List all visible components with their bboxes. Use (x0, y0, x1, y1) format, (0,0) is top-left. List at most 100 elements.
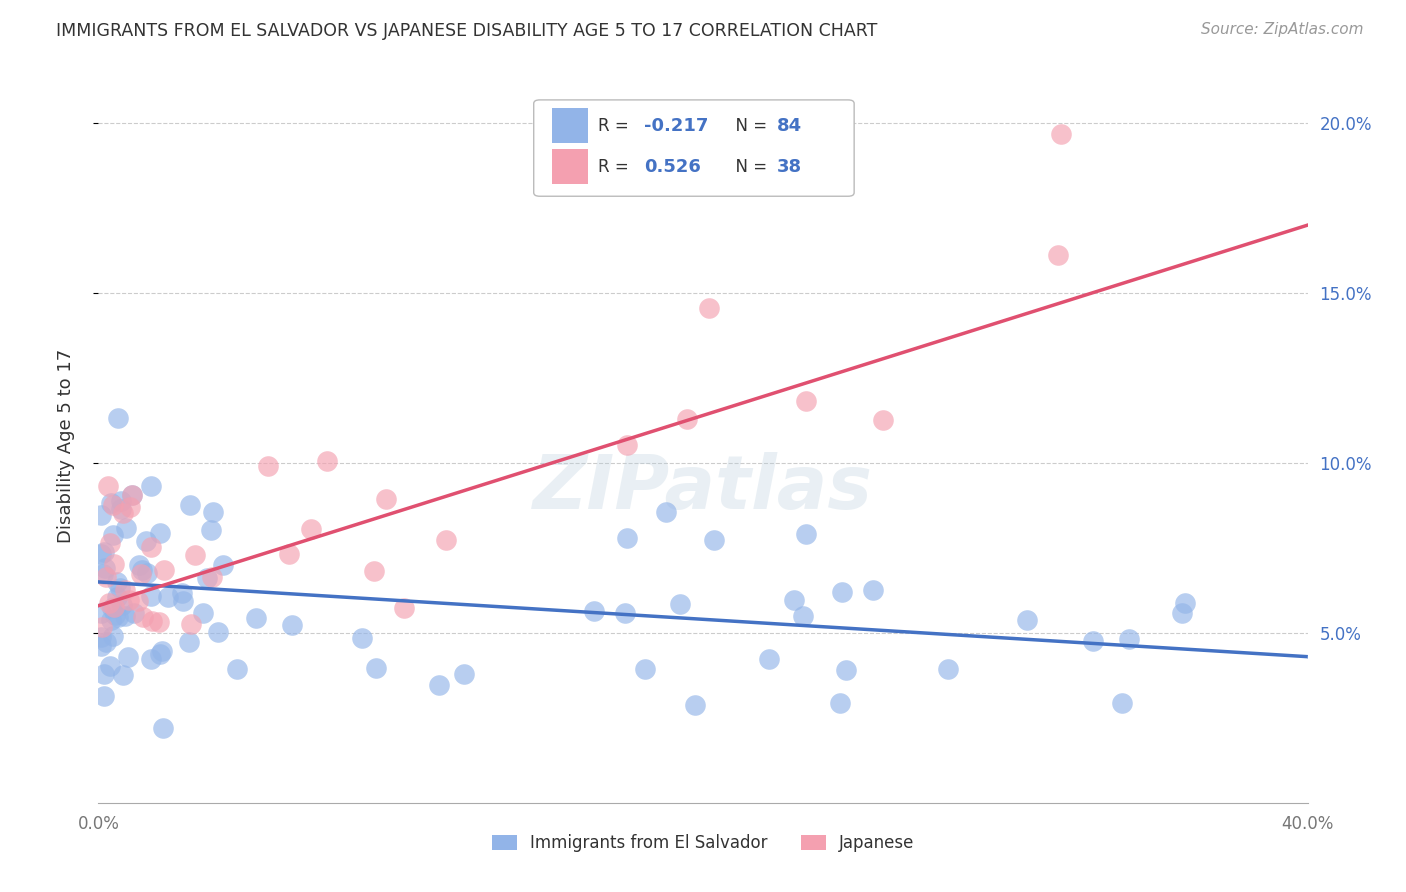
Bar (551, 150, 588, 184)
Point (156, 590, 179, 604)
Y-axis label: Disability Age 5 to 17: Disability Age 5 to 17 (56, 349, 75, 543)
Legend: Immigrants from El Salvador, Japanese: Immigrants from El Salvador, Japanese (485, 828, 921, 859)
Point (139, 479, 162, 493)
Text: IMMIGRANTS FROM EL SALVADOR VS JAPANESE DISABILITY AGE 5 TO 17 CORRELATION CHART: IMMIGRANTS FROM EL SALVADOR VS JAPANESE … (56, 22, 877, 40)
Point (299, 523, 322, 537)
Point (90, 606, 112, 620)
Text: 84: 84 (776, 117, 801, 135)
Point (1174, 596, 1197, 610)
Point (131, 563, 153, 577)
Point (96, 570, 118, 584)
Point (200, 524, 222, 538)
Point (191, 607, 214, 621)
Point (616, 531, 638, 545)
Point (1083, 634, 1105, 648)
Point (195, 571, 218, 585)
Point (120, 500, 142, 514)
Point (434, 533, 457, 547)
Point (374, 491, 396, 506)
Point (616, 438, 638, 452)
Point (392, 600, 415, 615)
Point (93, 667, 115, 681)
FancyBboxPatch shape (534, 100, 855, 196)
Text: -0.217: -0.217 (644, 117, 709, 135)
Point (115, 521, 138, 535)
Point (1171, 606, 1194, 620)
Point (150, 644, 173, 658)
Point (101, 628, 124, 642)
Point (427, 678, 450, 692)
Point (172, 593, 194, 607)
Point (136, 566, 159, 580)
Point (111, 506, 134, 520)
Point (101, 498, 124, 512)
Point (783, 593, 806, 607)
Point (583, 603, 606, 617)
Point (135, 534, 157, 549)
Point (110, 502, 132, 516)
Point (936, 662, 959, 676)
Point (110, 598, 132, 612)
Point (180, 616, 202, 631)
Point (179, 635, 201, 649)
Point (111, 668, 134, 682)
Point (141, 652, 163, 666)
Point (90, 508, 112, 522)
Point (149, 526, 172, 541)
Text: 0.526: 0.526 (644, 158, 700, 176)
Point (280, 617, 302, 632)
Text: Source: ZipAtlas.com: Source: ZipAtlas.com (1201, 22, 1364, 37)
Point (94, 635, 117, 649)
Point (315, 454, 337, 468)
Point (90, 639, 112, 653)
Point (634, 662, 657, 676)
Point (201, 505, 224, 519)
Point (830, 696, 852, 710)
Point (1111, 696, 1133, 710)
Text: N =: N = (724, 158, 772, 176)
Bar (551, 109, 588, 143)
Point (101, 601, 124, 615)
Point (703, 533, 725, 548)
Point (139, 540, 162, 554)
Point (758, 652, 780, 666)
Point (862, 582, 884, 597)
Point (107, 610, 129, 624)
Point (350, 631, 373, 645)
Point (614, 606, 637, 620)
Point (91, 620, 114, 634)
Point (364, 661, 387, 675)
Point (152, 722, 174, 736)
Point (110, 494, 132, 508)
Point (94, 561, 117, 575)
Point (153, 563, 176, 577)
Point (105, 575, 128, 590)
Point (103, 600, 125, 615)
Point (453, 667, 475, 681)
Point (100, 613, 122, 627)
Point (794, 526, 817, 541)
Point (93, 689, 115, 703)
Point (683, 698, 706, 713)
Point (98, 658, 121, 673)
Point (114, 582, 136, 597)
Point (257, 459, 280, 474)
Point (93, 545, 115, 559)
Point (105, 590, 128, 604)
Point (90, 630, 112, 644)
Point (794, 394, 817, 409)
Point (141, 589, 163, 603)
Point (207, 624, 229, 639)
Point (245, 611, 267, 625)
Point (103, 557, 125, 571)
Point (1017, 613, 1039, 627)
Point (122, 607, 145, 621)
Point (121, 488, 143, 502)
Point (363, 564, 385, 578)
Point (148, 615, 170, 630)
Point (1050, 127, 1073, 141)
Point (792, 608, 814, 623)
Text: ZIPatlas: ZIPatlas (533, 452, 873, 525)
Point (114, 609, 136, 624)
Point (128, 558, 150, 572)
